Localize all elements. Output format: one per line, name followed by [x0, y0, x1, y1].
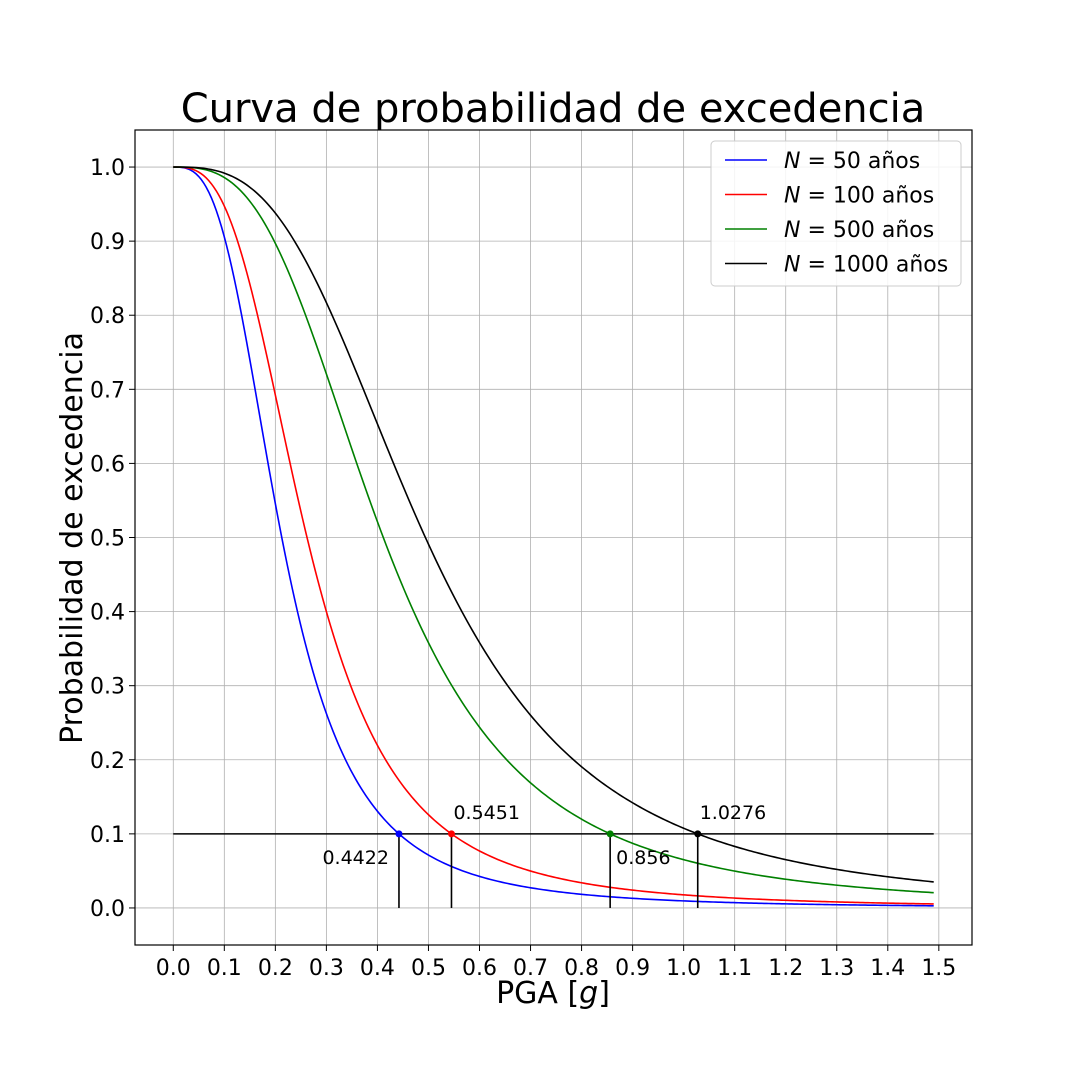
y-tick-label: 0.8	[90, 304, 125, 329]
y-axis-ticks: 0.0 0.1 0.2 0.3 0.4 0.5 0.6 0.7 0.8 0.9 1.0	[90, 156, 135, 922]
x-tick-label: 0.7	[513, 956, 548, 981]
y-tick-label: 0.6	[90, 452, 125, 477]
plot-frame	[134, 129, 973, 946]
y-tick-label: 0.5	[90, 527, 125, 552]
intersection-marker	[395, 830, 403, 838]
x-axis-label: PGA [g]	[496, 976, 610, 1011]
annotation-label: 1.0276	[700, 802, 766, 824]
y-tick-label: 0.9	[90, 230, 125, 255]
y-tick-label: 0.2	[90, 749, 125, 774]
y-axis-label: Probabilidad de excedencia	[55, 332, 90, 744]
annotation-label: 0.5451	[453, 802, 519, 824]
x-tick-label: 0.5	[411, 956, 446, 981]
x-tick-label: 1.0	[666, 956, 701, 981]
x-tick-label: 0.2	[258, 956, 293, 981]
series-line	[173, 166, 934, 894]
y-tick-label: 0.4	[90, 601, 125, 626]
y-tick-label: 0.3	[90, 675, 125, 700]
legend-label: N = 50 años	[784, 149, 920, 174]
y-tick-label: 0.0	[90, 897, 125, 922]
series-line	[173, 166, 934, 883]
legend-label: N = 500 años	[784, 218, 934, 243]
series-line	[173, 166, 934, 905]
x-axis-ticks: 0.0 0.1 0.2 0.3 0.4 0.5 0.6 0.7 0.8 0.9 1.0 1.1 1.2 1…	[156, 945, 956, 981]
y-tick-label: 0.1	[90, 823, 125, 848]
x-tick-label: 0.3	[309, 956, 344, 981]
legend-label: N = 100 años	[784, 184, 934, 209]
x-tick-label: 1.3	[819, 956, 854, 981]
x-tick-label: 0.0	[156, 956, 191, 981]
x-tick-label: 0.8	[564, 956, 599, 981]
intersection-marker	[694, 830, 702, 838]
x-tick-label: 1.4	[870, 956, 905, 981]
x-tick-label: 0.4	[360, 956, 395, 981]
series-line	[173, 166, 934, 907]
x-tick-label: 0.6	[462, 956, 497, 981]
y-tick-label: 0.7	[90, 378, 125, 403]
x-tick-label: 0.9	[615, 956, 650, 981]
x-tick-label: 1.2	[768, 956, 803, 981]
legend: N = 50 años N = 100 años N = 500 años N = 1…	[710, 140, 962, 287]
annotation-label: 0.4422	[322, 847, 388, 869]
x-tick-label: 1.5	[921, 956, 956, 981]
chart-title: Curva de probabilidad de excedencia	[181, 86, 926, 132]
annotation-label: 0.856	[616, 847, 670, 869]
x-tick-label: 1.1	[717, 956, 752, 981]
legend-box	[710, 140, 962, 287]
legend-label: N = 1000 años	[784, 253, 948, 278]
annotations: 0.4422 0.5451 0.856 1.0276	[322, 802, 766, 908]
y-tick-label: 1.0	[90, 156, 125, 181]
series-lines	[173, 166, 934, 907]
intersection-marker	[447, 830, 455, 838]
intersection-marker	[606, 830, 614, 838]
x-tick-label: 0.1	[207, 956, 242, 981]
